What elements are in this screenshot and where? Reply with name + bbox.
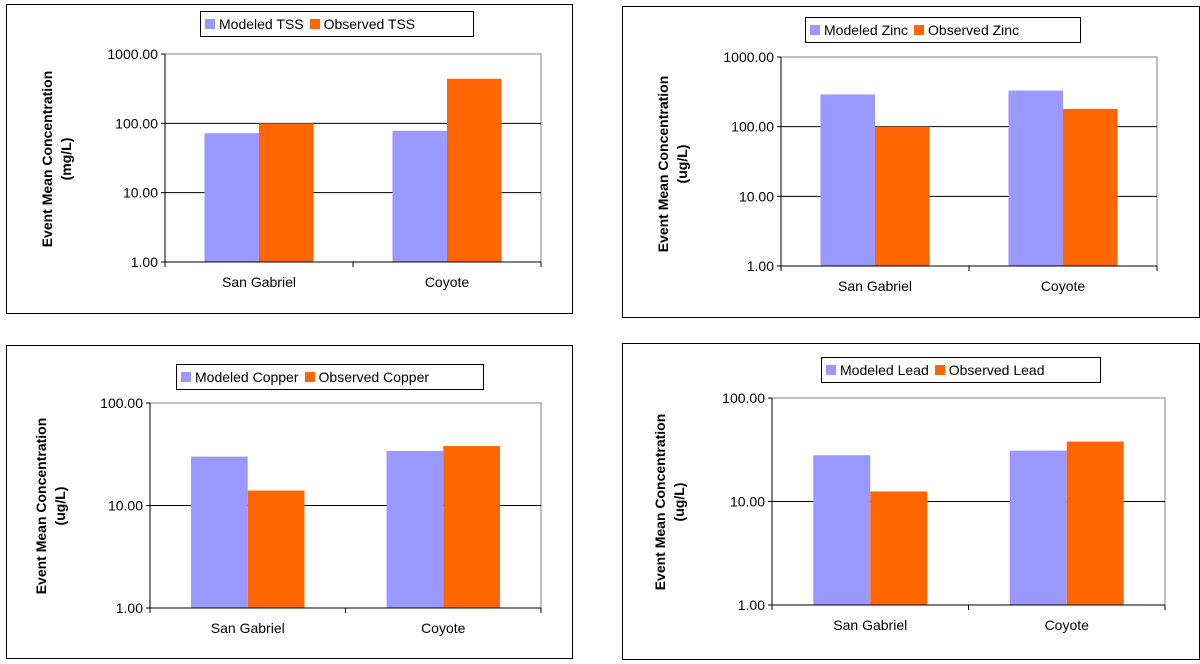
y-axis-label-line: Event Mean Concentration [655,75,671,253]
legend-swatch [914,25,925,35]
chart-legend: Modeled TSS Observed TSS [200,11,474,37]
legend-swatch [309,19,320,29]
y-axis-label: Event Mean Concentration (mg/L) [38,71,76,248]
legend-item: Observed Copper [304,369,430,385]
x-category-label: San Gabriel [211,620,285,636]
y-tick-label: 1000.00 [723,49,774,65]
bar-observed-coyote [443,446,500,608]
y-tick-label: 10.00 [108,498,143,514]
y-axis-label: Event Mean Concentration (ug/L) [32,418,70,595]
zinc-chart-panel: 1000.00 100.00 10.00 1.00 San Gabriel Coyote M… [622,6,1200,318]
bar-observed-coyote [1063,108,1118,266]
x-category-label: Coyote [425,274,470,290]
x-category-label: San Gabriel [833,617,907,633]
legend-label: Modeled Lead [840,362,929,378]
copper-chart-panel: 100.00 10.00 1.00 San Gabriel Coyote Modeled … [6,345,573,659]
bar-observed-san-gabriel [875,126,930,267]
legend-item: Observed Zinc [914,22,1019,38]
y-axis-label-line: (ug/L) [674,144,690,184]
y-tick-label: 1000.00 [107,46,158,62]
y-tick-label: 10.00 [739,188,774,204]
legend-label: Observed TSS [323,16,416,32]
bar-observed-san-gabriel [870,491,928,605]
chart-legend: Modeled Lead Observed Lead [821,357,1101,383]
legend-item: Modeled Lead [826,362,929,378]
x-category-label: Coyote [1041,278,1086,294]
y-tick-label: 1.00 [131,254,158,270]
legend-label: Modeled Copper [195,369,299,385]
y-tick-label: 1.00 [116,600,143,616]
tss-chart-panel: 1000.00 100.00 10.00 1.00 San Gabriel Coyote M… [6,4,573,314]
legend-item: Modeled TSS [205,16,304,32]
bar-modeled-san-gabriel [191,456,248,608]
legend-item: Modeled Zinc [810,22,908,38]
bar-observed-san-gabriel [259,123,314,262]
chart-legend: Modeled Zinc Observed Zinc [805,17,1081,43]
legend-swatch [826,365,836,375]
chart-legend: Modeled Copper Observed Copper [176,364,484,390]
y-tick-label: 100.00 [731,119,774,135]
y-axis-label-line: (mg/L) [58,137,74,181]
bar-modeled-san-gabriel [813,455,871,605]
lead-chart-svg: 100.00 10.00 1.00 San Gabriel Coyote [722,390,1166,633]
y-axis-label-line: (ug/L) [671,482,687,522]
legend-label: Observed Zinc [928,22,1020,38]
y-tick-label: 100.00 [100,395,143,411]
legend-swatch [810,25,820,35]
x-category-label: San Gabriel [222,274,296,290]
copper-chart-svg: 100.00 10.00 1.00 San Gabriel Coyote [100,395,542,636]
legend-label: Modeled TSS [219,16,304,32]
y-axis-label-line: Event Mean Concentration [39,70,55,248]
legend-item: Observed Lead [934,362,1045,378]
legend-item: Observed TSS [309,16,416,32]
x-category-label: San Gabriel [838,278,912,294]
x-category-label: Coyote [421,620,466,636]
y-tick-label: 10.00 [730,494,765,510]
bar-modeled-coyote [1009,450,1067,605]
y-axis-label: Event Mean Concentration (ug/L) [654,76,692,253]
bar-observed-coyote [1066,441,1124,605]
y-axis-label: Event Mean Concentration (ug/L) [651,414,689,591]
bar-modeled-san-gabriel [820,94,875,266]
bar-modeled-san-gabriel [204,133,259,262]
bar-modeled-coyote [392,130,447,262]
y-tick-label: 100.00 [722,390,765,406]
y-tick-label: 1.00 [747,258,774,274]
legend-swatch [934,365,945,375]
bar-observed-san-gabriel [247,490,305,608]
y-tick-label: 10.00 [123,185,158,201]
bar-modeled-coyote [1008,90,1063,267]
legend-swatch [181,372,191,382]
bar-modeled-coyote [386,451,444,608]
y-axis-label-line: (ug/L) [52,486,68,526]
y-tick-label: 1.00 [738,597,765,613]
legend-swatch [304,372,315,382]
lead-chart-panel: 100.00 10.00 1.00 San Gabriel Coyote Modeled … [622,343,1200,660]
legend-label: Observed Copper [318,369,430,385]
legend-item: Modeled Copper [181,369,299,385]
legend-swatch [205,19,215,29]
legend-label: Modeled Zinc [824,22,909,38]
tss-chart-svg: 1000.00 100.00 10.00 1.00 San Gabriel Coyote [107,46,542,290]
bar-observed-coyote [447,78,502,262]
y-tick-label: 100.00 [115,115,158,131]
y-axis-label-line: Event Mean Concentration [652,413,668,591]
zinc-chart-svg: 1000.00 100.00 10.00 1.00 San Gabriel Coyote [723,49,1158,294]
y-axis-label-line: Event Mean Concentration [33,417,49,595]
x-category-label: Coyote [1045,617,1090,633]
legend-label: Observed Lead [948,362,1045,378]
